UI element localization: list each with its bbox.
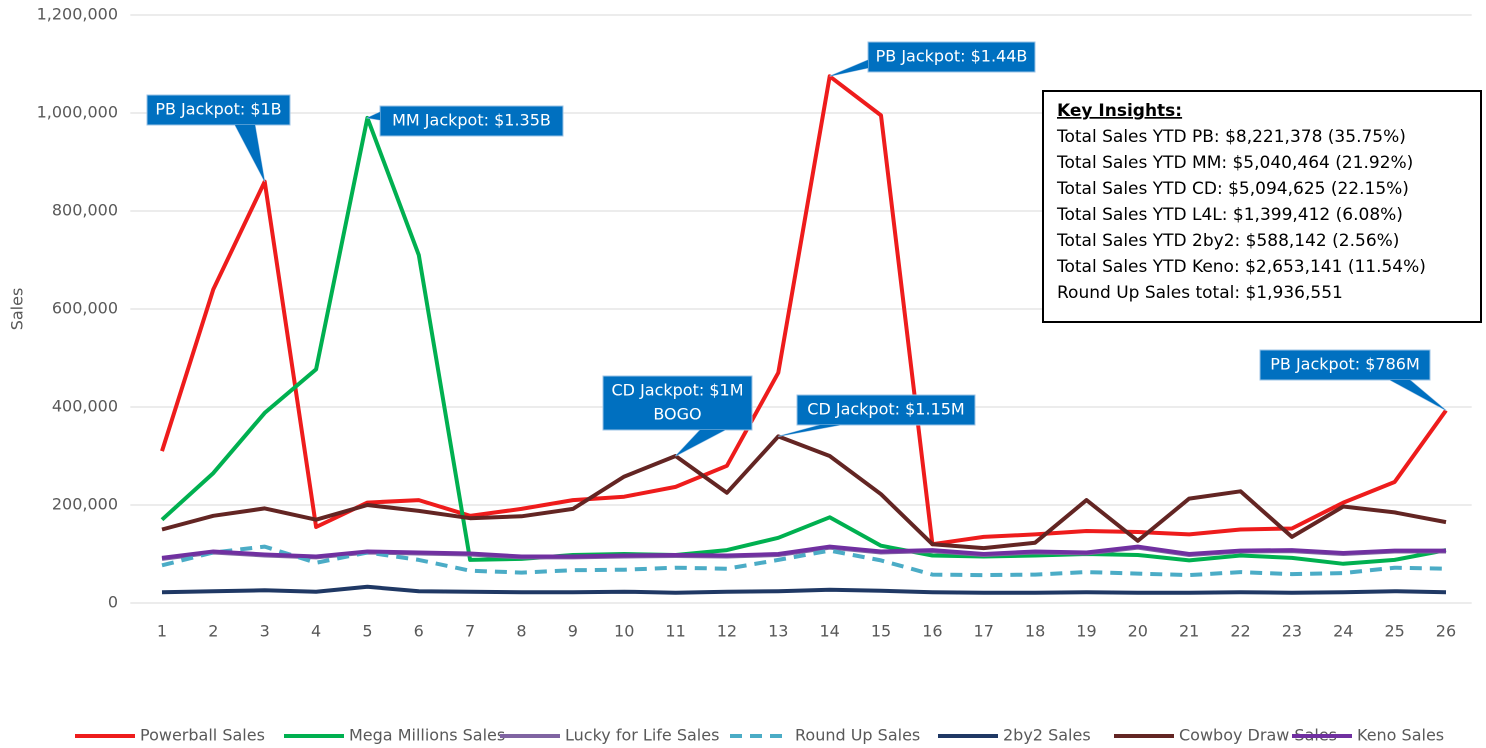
callout-box [796,394,976,426]
legend-label: Powerball Sales [140,726,265,745]
insights-line: Round Up Sales total: $1,936,551 [1057,283,1343,303]
insights-line: Total Sales YTD MM: $5,040,464 (21.92%) [1056,153,1413,173]
x-tick-label: 25 [1384,622,1404,641]
x-tick-label: 14 [819,622,839,641]
callout-box [146,94,291,126]
insights-box [1042,90,1482,323]
annotation: PB Jackpot: $786M [1259,349,1447,411]
annotation: CD Jackpot: $1.15M [778,394,976,437]
x-tick-label: 13 [768,622,788,641]
x-tick-label: 9 [568,622,578,641]
x-tick-label: 3 [260,622,270,641]
x-tick-label: 11 [665,622,685,641]
annotation-text: PB Jackpot: $1.44B [876,47,1028,66]
y-tick-label: 1,000,000 [37,103,118,122]
x-tick-label: 20 [1128,622,1148,641]
legend-label: 2by2 Sales [1003,726,1091,745]
y-tick-label: 600,000 [52,299,118,318]
annotation: MM Jackpot: $1.35B [365,105,564,137]
y-tick-label: 1,200,000 [37,5,118,24]
x-tick-label: 5 [362,622,372,641]
x-tick-label: 21 [1179,622,1199,641]
x-tick-label: 16 [922,622,942,641]
insights-line: Total Sales YTD PB: $8,221,378 (35.75%) [1056,127,1406,147]
x-tick-label: 7 [465,622,475,641]
y-tick-label: 0 [108,593,118,612]
series-line [160,115,1447,566]
callout-box [379,105,564,137]
legend-label: Keno Sales [1357,726,1444,745]
callout-box [602,375,753,431]
annotation-text: PB Jackpot: $786M [1270,355,1420,374]
insights-title: Key Insights: [1057,101,1182,121]
annotation-text: MM Jackpot: $1.35B [392,111,551,130]
series-line [161,584,1447,595]
callout-joint [235,125,265,182]
annotation-text: BOGO [653,405,701,424]
y-tick-label: 200,000 [52,495,118,514]
y-tick-label: 800,000 [52,201,118,220]
x-tick-label: 18 [1025,622,1045,641]
callout-joint [829,60,868,77]
callout-joint [367,112,380,120]
x-tick-label: 15 [871,622,891,641]
annotation-text: CD Jackpot: $1M [611,381,743,400]
insights-line: Total Sales YTD 2by2: $588,142 (2.56%) [1056,231,1399,251]
x-tick-label: 2 [208,622,218,641]
insights-line: Total Sales YTD Keno: $2,653,141 (11.54%… [1056,257,1426,277]
callout-joint [675,430,725,456]
x-tick-label: 8 [516,622,526,641]
callout-box [867,41,1036,73]
x-tick-label: 24 [1333,622,1353,641]
callout-joint [1390,380,1446,411]
series-line [161,544,1447,578]
legend-label: Lucky for Life Sales [565,726,719,745]
annotation: CD Jackpot: $1M BOGO [602,375,753,457]
y-tick-label: 400,000 [52,397,118,416]
legend-label: Round Up Sales [795,726,920,745]
x-tick-label: 4 [311,622,321,641]
series-line [160,74,1448,547]
annotation: PB Jackpot: $1B [146,94,291,182]
callout-box [1259,349,1431,381]
insights-line: Total Sales YTD L4L: $1,399,412 (6.08%) [1056,205,1403,225]
annotation-text: CD Jackpot: $1.15M [807,400,964,419]
x-tick-label: 22 [1230,622,1250,641]
annotation: PB Jackpot: $1.44B [829,41,1036,77]
x-tick-label: 1 [157,622,167,641]
series-line [161,544,1446,560]
x-tick-label: 23 [1282,622,1302,641]
series-line [161,434,1447,551]
x-tick-label: 10 [614,622,634,641]
annotation-text: PB Jackpot: $1B [155,100,281,119]
legend-label: Cowboy Draw Sales [1179,726,1337,745]
legend-label: Mega Millions Sales [349,726,505,745]
x-tick-label: 17 [974,622,994,641]
x-tick-label: 12 [717,622,737,641]
insights-line: Total Sales YTD CD: $5,094,625 (22.15%) [1056,179,1409,199]
y-axis-label: Sales [8,288,27,331]
x-tick-label: 6 [414,622,424,641]
x-tick-label: 19 [1076,622,1096,641]
callout-joint [778,425,840,437]
x-tick-label: 26 [1436,622,1456,641]
